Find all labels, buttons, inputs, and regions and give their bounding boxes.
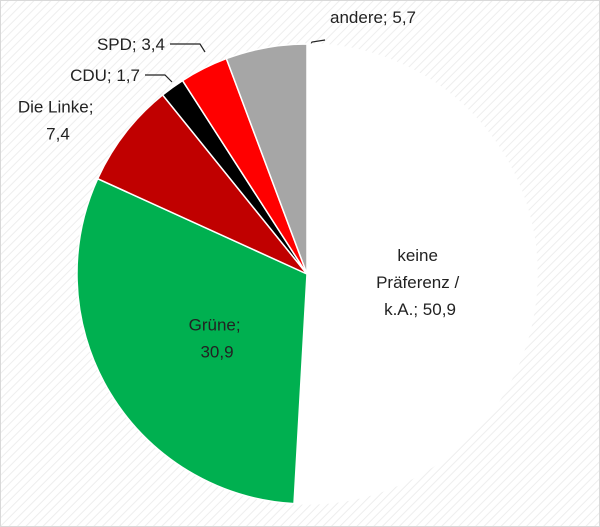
data-label: SPD; 3,4	[97, 35, 165, 54]
pie-slice	[96, 93, 308, 275]
data-label: Grüne; 30,9	[189, 316, 246, 362]
leader-line	[145, 74, 173, 83]
pie-slice	[293, 43, 538, 505]
pie-slice	[225, 43, 308, 275]
data-label: CDU; 1,7	[70, 66, 140, 85]
data-label: andere; 5,7	[330, 8, 416, 27]
data-label: Die Linke; 7,4	[18, 98, 98, 144]
leader-line	[170, 43, 206, 53]
pie-slice	[76, 177, 308, 505]
data-label: keine Präferenz / k.A.; 50,9	[376, 246, 464, 319]
